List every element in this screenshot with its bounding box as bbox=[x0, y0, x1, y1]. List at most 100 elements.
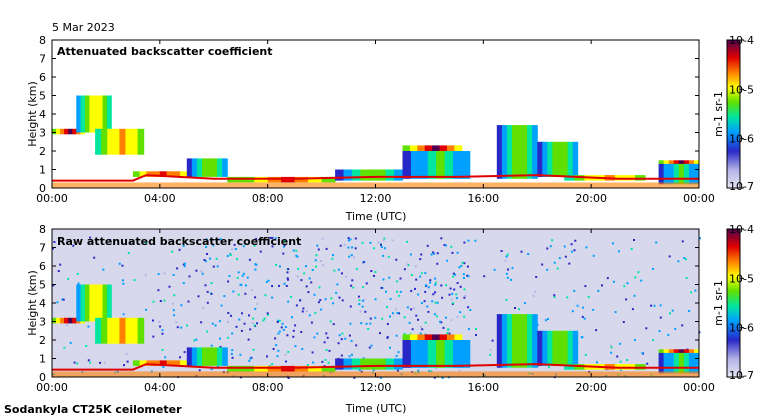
noise-pixel bbox=[227, 280, 230, 283]
noise-pixel bbox=[374, 271, 377, 273]
noise-pixel bbox=[330, 297, 333, 300]
noise-pixel bbox=[361, 299, 364, 302]
y-tick-label: 2 bbox=[39, 145, 46, 158]
backscatter-layer-13 bbox=[683, 352, 690, 374]
backscatter-layer-6 bbox=[394, 169, 403, 181]
noise-pixel bbox=[467, 275, 470, 278]
noise-pixel bbox=[62, 298, 65, 301]
noise-pixel bbox=[396, 369, 399, 372]
backscatter-layer-5 bbox=[321, 176, 336, 183]
noise-pixel bbox=[316, 244, 319, 247]
noise-pixel bbox=[361, 241, 364, 244]
backscatter-layer-2 bbox=[101, 128, 108, 155]
noise-pixel bbox=[570, 250, 573, 253]
noise-pixel bbox=[617, 250, 620, 253]
noise-pixel bbox=[255, 263, 258, 266]
noise-pixel bbox=[349, 322, 352, 325]
noise-pixel bbox=[344, 337, 347, 340]
noise-pixel bbox=[162, 366, 165, 368]
noise-pixel bbox=[145, 308, 148, 311]
noise-pixel bbox=[210, 368, 213, 371]
noise-pixel bbox=[455, 293, 458, 296]
noise-pixel bbox=[507, 268, 510, 271]
noise-pixel bbox=[219, 238, 222, 241]
backscatter-layer-13 bbox=[678, 352, 685, 374]
noise-pixel bbox=[406, 240, 409, 243]
backscatter-layer-13 bbox=[673, 163, 680, 185]
noise-pixel bbox=[380, 286, 383, 289]
noise-pixel bbox=[268, 238, 271, 241]
x-tick-label: 20:00 bbox=[575, 192, 607, 205]
backscatter-layer-2 bbox=[131, 128, 139, 155]
noise-pixel bbox=[61, 298, 64, 301]
noise-pixel bbox=[671, 309, 674, 312]
noise-pixel bbox=[305, 310, 308, 313]
noise-pixel bbox=[419, 258, 422, 261]
noise-pixel bbox=[377, 241, 380, 244]
x-tick-label: 00:00 bbox=[36, 192, 68, 205]
backscatter-layer-13 bbox=[658, 163, 665, 185]
backscatter-layer-12 bbox=[663, 160, 670, 164]
backscatter-layer-3 bbox=[180, 171, 188, 177]
noise-pixel bbox=[410, 308, 413, 311]
x-tick-label: 08:00 bbox=[252, 381, 284, 394]
noise-pixel bbox=[278, 319, 281, 322]
noise-pixel bbox=[103, 361, 106, 364]
noise-pixel bbox=[475, 334, 477, 336]
noise-pixel bbox=[420, 253, 423, 256]
noise-pixel bbox=[313, 293, 316, 296]
noise-pixel bbox=[308, 277, 311, 280]
noise-pixel bbox=[385, 290, 387, 293]
noise-pixel bbox=[458, 369, 461, 372]
noise-pixel bbox=[247, 338, 250, 341]
noise-pixel bbox=[463, 241, 466, 244]
noise-pixel bbox=[423, 300, 426, 303]
backscatter-layer-2 bbox=[125, 128, 133, 155]
x-tick-label: 12:00 bbox=[360, 192, 392, 205]
noise-pixel bbox=[283, 244, 286, 247]
x-tick-label: 16:00 bbox=[467, 192, 499, 205]
noise-pixel bbox=[532, 294, 535, 297]
backscatter-layer-6 bbox=[368, 169, 378, 181]
noise-pixel bbox=[358, 303, 361, 306]
backscatter-layer-13 bbox=[693, 352, 700, 374]
noise-pixel bbox=[386, 306, 388, 308]
noise-pixel bbox=[658, 330, 661, 333]
noise-pixel bbox=[395, 354, 398, 357]
noise-pixel bbox=[677, 260, 680, 263]
backscatter-layer-11 bbox=[564, 175, 575, 181]
panel-2-xlabel: Time (UTC) bbox=[345, 402, 407, 415]
noise-pixel bbox=[463, 288, 466, 291]
backscatter-layer-7 bbox=[439, 145, 448, 151]
noise-pixel bbox=[417, 369, 420, 372]
backscatter-layer-4 bbox=[222, 158, 228, 177]
noise-pixel bbox=[452, 275, 455, 278]
noise-pixel bbox=[186, 324, 188, 327]
noise-pixel bbox=[653, 304, 656, 307]
noise-pixel bbox=[414, 287, 416, 290]
noise-pixel bbox=[321, 360, 324, 363]
noise-pixel bbox=[395, 334, 398, 337]
backscatter-layer-3 bbox=[139, 360, 147, 366]
backscatter-layer-13 bbox=[673, 352, 680, 374]
backscatter-layer-0 bbox=[68, 317, 73, 324]
noise-pixel bbox=[300, 331, 303, 333]
noise-pixel bbox=[231, 248, 234, 251]
noise-pixel bbox=[645, 327, 648, 330]
backscatter-layer-6 bbox=[368, 358, 378, 370]
noise-pixel bbox=[220, 304, 223, 307]
noise-pixel bbox=[610, 344, 613, 347]
noise-pixel bbox=[667, 333, 670, 336]
backscatter-layer-5 bbox=[308, 365, 323, 372]
noise-pixel bbox=[163, 299, 166, 302]
noise-pixel bbox=[634, 276, 637, 279]
noise-background bbox=[52, 229, 699, 377]
noise-pixel bbox=[367, 328, 370, 330]
backscatter-layer-2 bbox=[95, 128, 102, 155]
noise-pixel bbox=[619, 342, 622, 345]
noise-pixel bbox=[483, 275, 486, 278]
x-tick-label: 04:00 bbox=[144, 192, 176, 205]
noise-pixel bbox=[76, 272, 79, 275]
noise-pixel bbox=[290, 295, 293, 298]
y-tick-label: 5 bbox=[39, 90, 46, 103]
